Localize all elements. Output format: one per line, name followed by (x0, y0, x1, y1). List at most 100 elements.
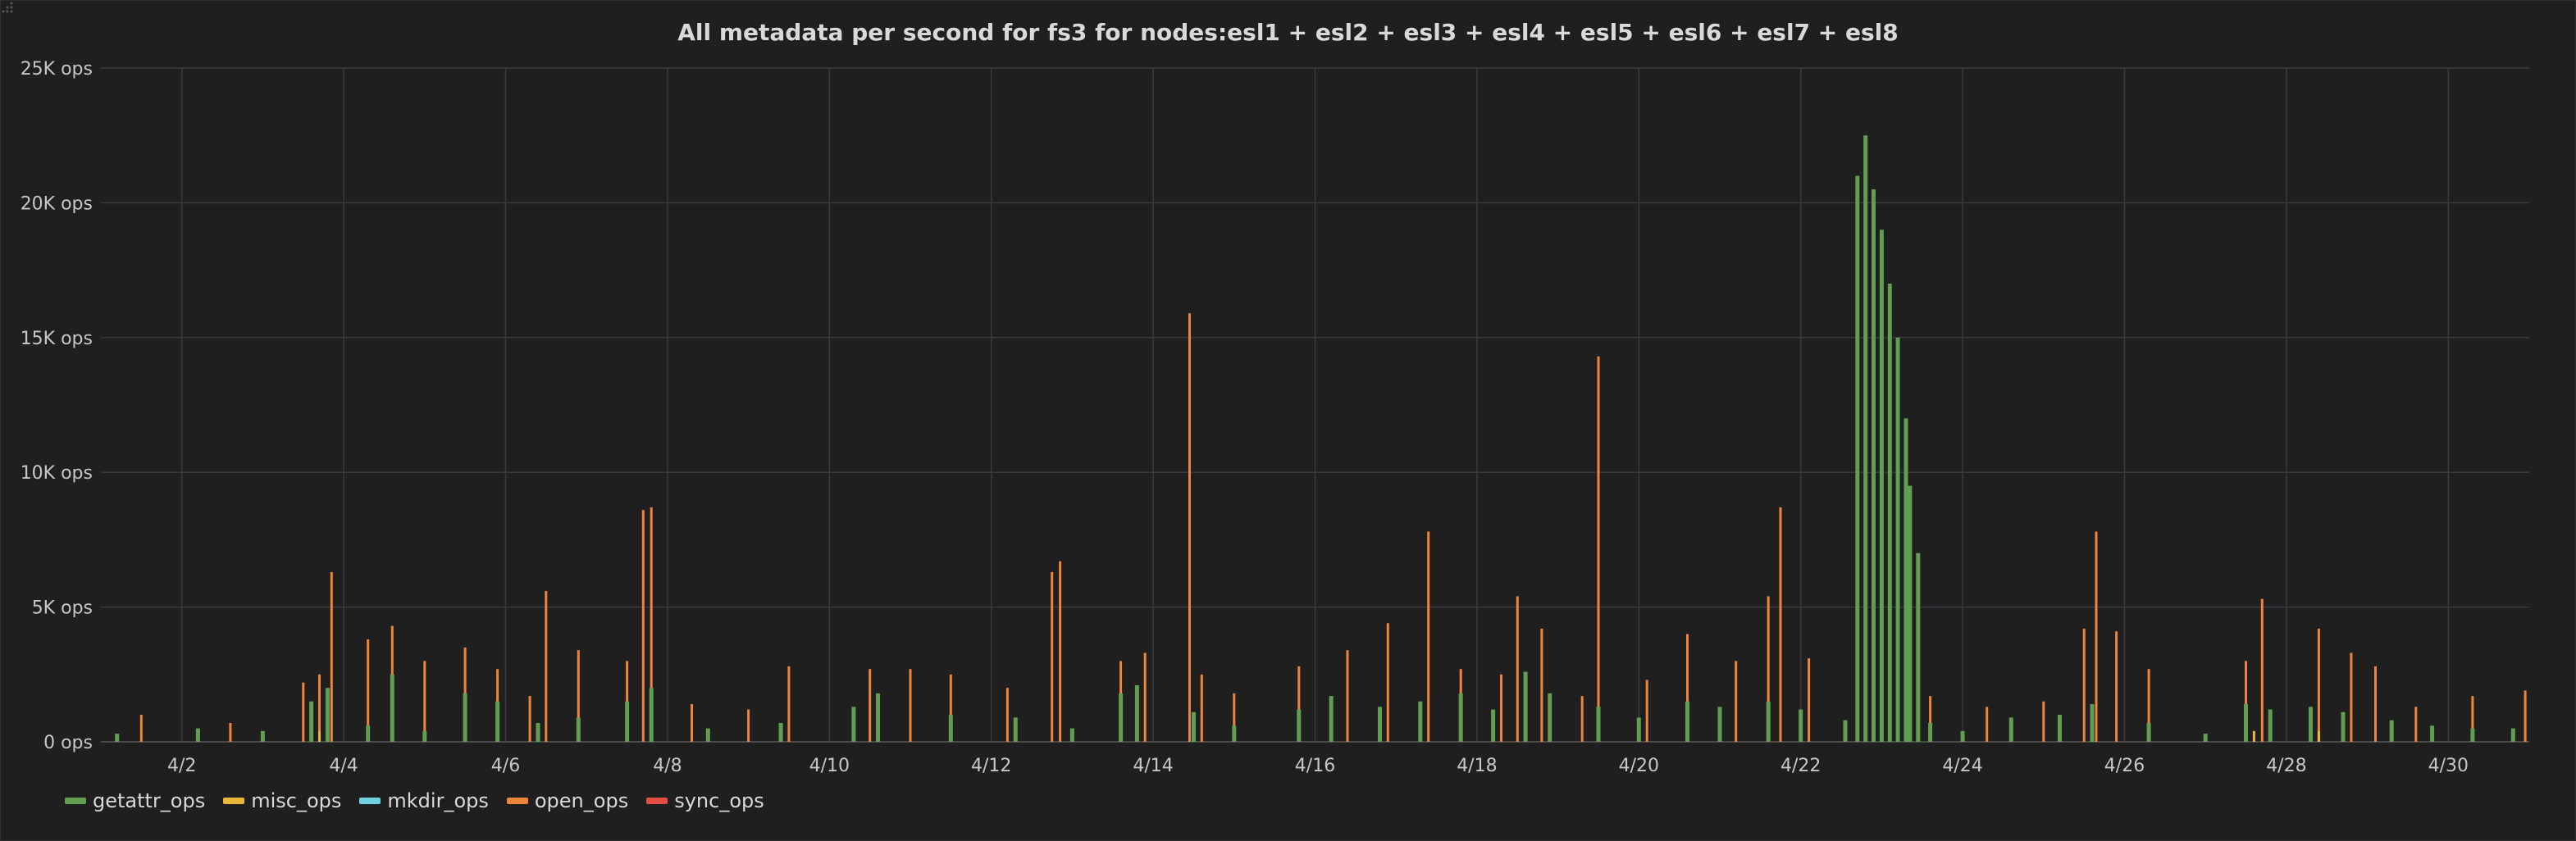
bar-open_ops (2042, 701, 2045, 742)
bar-open_ops (2115, 631, 2118, 742)
bar-getattr_ops (1596, 707, 1601, 742)
x-axis-labels: 4/2 4/4 4/6 4/8 4/10 4/12 4/14 4/16 4/18 4/20 4/22… (167, 756, 2469, 776)
bar-getattr_ops (1119, 693, 1124, 742)
bar-getattr_ops (2008, 717, 2013, 742)
y-tick-label: 0 ops (43, 733, 93, 753)
legend-item-getattr_ops[interactable]: getattr_ops (65, 789, 205, 812)
bar-open_ops (2414, 707, 2418, 742)
bar-getattr_ops (1863, 135, 1868, 742)
bar-getattr_ops (495, 701, 500, 742)
y-tick-label: 20K ops (21, 193, 93, 214)
legend-swatch (65, 798, 86, 804)
bar-open_ops (1346, 650, 1349, 742)
bar-open_ops (650, 507, 653, 742)
bar-open_ops (747, 709, 750, 742)
bar-open_ops (229, 723, 232, 742)
bar-open_ops (1059, 561, 1062, 742)
bar-open_ops (2374, 666, 2377, 742)
bar-getattr_ops (2244, 704, 2248, 742)
bar-getattr_ops (1855, 175, 1860, 742)
x-tick-label: 4/6 (491, 756, 520, 776)
bar-open_ops (1986, 707, 1989, 742)
chart-title: All metadata per second for fs3 for node… (677, 19, 1899, 46)
bar-open_ops (1143, 652, 1147, 742)
bar-open_ops (2524, 690, 2527, 742)
bar-open_ops (1580, 696, 1584, 742)
bar-open_ops (2260, 598, 2264, 742)
bar-open_ops (2095, 531, 2098, 742)
bar-getattr_ops (1636, 717, 1641, 742)
bar-open_ops (641, 510, 645, 742)
x-tick-label: 4/20 (1619, 756, 1659, 776)
legend-swatch (223, 798, 245, 804)
bar-open_ops (1808, 658, 1811, 742)
bar-open_ops (1005, 688, 1009, 742)
resize-handle-icon[interactable] (1, 1, 14, 14)
legend-label: getattr_ops (93, 789, 206, 812)
bar-open_ops (1297, 666, 1301, 742)
x-tick-label: 4/2 (167, 756, 196, 776)
bar-getattr_ops (2058, 715, 2062, 742)
bar-getattr_ops (2510, 728, 2515, 742)
bar-getattr_ops (1378, 707, 1382, 742)
bar-open_ops (302, 682, 305, 742)
bar-open_ops (1686, 634, 1689, 742)
bar-getattr_ops (115, 734, 120, 742)
bar-getattr_ops (390, 674, 394, 742)
bar-open_ops (1200, 674, 1203, 742)
bar-open_ops (318, 674, 321, 742)
bar-getattr_ops (1685, 701, 1689, 742)
bar-getattr_ops (1895, 337, 1900, 742)
y-tick-label: 15K ops (21, 329, 93, 349)
legend-item-misc_ops[interactable]: misc_ops (223, 789, 341, 812)
bar-open_ops (787, 666, 791, 742)
x-tick-label: 4/30 (2428, 756, 2469, 776)
data-bars (115, 135, 2527, 742)
grid-lines (101, 67, 2529, 743)
legend-label: open_ops (534, 789, 629, 812)
bar-open_ops (1500, 674, 1502, 742)
x-tick-label: 4/12 (971, 756, 1011, 776)
legend-label: misc_ops (251, 789, 342, 812)
bar-open_ops (423, 661, 426, 742)
bar-getattr_ops (851, 707, 856, 742)
bar-getattr_ops (1879, 230, 1884, 742)
bar-open_ops (1233, 693, 1236, 742)
bar-getattr_ops (1329, 696, 1334, 742)
bar-getattr_ops (876, 693, 880, 742)
bar-misc_ops (2317, 730, 2320, 742)
bar-getattr_ops (1843, 720, 1848, 742)
bar-getattr_ops (1297, 709, 1302, 742)
legend-item-mkdir_ops[interactable]: mkdir_ops (359, 789, 489, 812)
bar-open_ops (528, 696, 531, 742)
bar-getattr_ops (260, 730, 265, 742)
bar-open_ops (1645, 680, 1648, 742)
bar-getattr_ops (366, 725, 371, 742)
bar-getattr_ops (576, 717, 581, 742)
bar-getattr_ops (1799, 709, 1803, 742)
bar-misc_ops (318, 730, 321, 742)
y-axis-labels: 0 ops 5K ops 10K ops 15K ops 20K ops 25K ops (21, 59, 93, 753)
bar-open_ops (1386, 623, 1389, 742)
legend-item-open_ops[interactable]: open_ops (506, 789, 629, 812)
bar-getattr_ops (1908, 485, 1913, 742)
bar-getattr_ops (463, 693, 467, 742)
bar-getattr_ops (2203, 734, 2208, 742)
legend-item-sync_ops[interactable]: sync_ops (646, 789, 764, 812)
bar-open_ops (330, 571, 333, 742)
bar-getattr_ops (1766, 701, 1771, 742)
bar-getattr_ops (2146, 723, 2151, 742)
bar-misc_ops (2252, 730, 2255, 742)
bar-getattr_ops (1069, 728, 1074, 742)
y-tick-label: 5K ops (32, 598, 93, 619)
bar-getattr_ops (1134, 685, 1139, 742)
bar-getattr_ops (1458, 693, 1463, 742)
bar-open_ops (1735, 661, 1738, 742)
bar-open_ops (545, 590, 548, 742)
bar-open_ops (2147, 669, 2150, 742)
bar-getattr_ops (325, 688, 330, 742)
bar-open_ops (367, 639, 370, 742)
bar-getattr_ops (1013, 717, 1018, 742)
